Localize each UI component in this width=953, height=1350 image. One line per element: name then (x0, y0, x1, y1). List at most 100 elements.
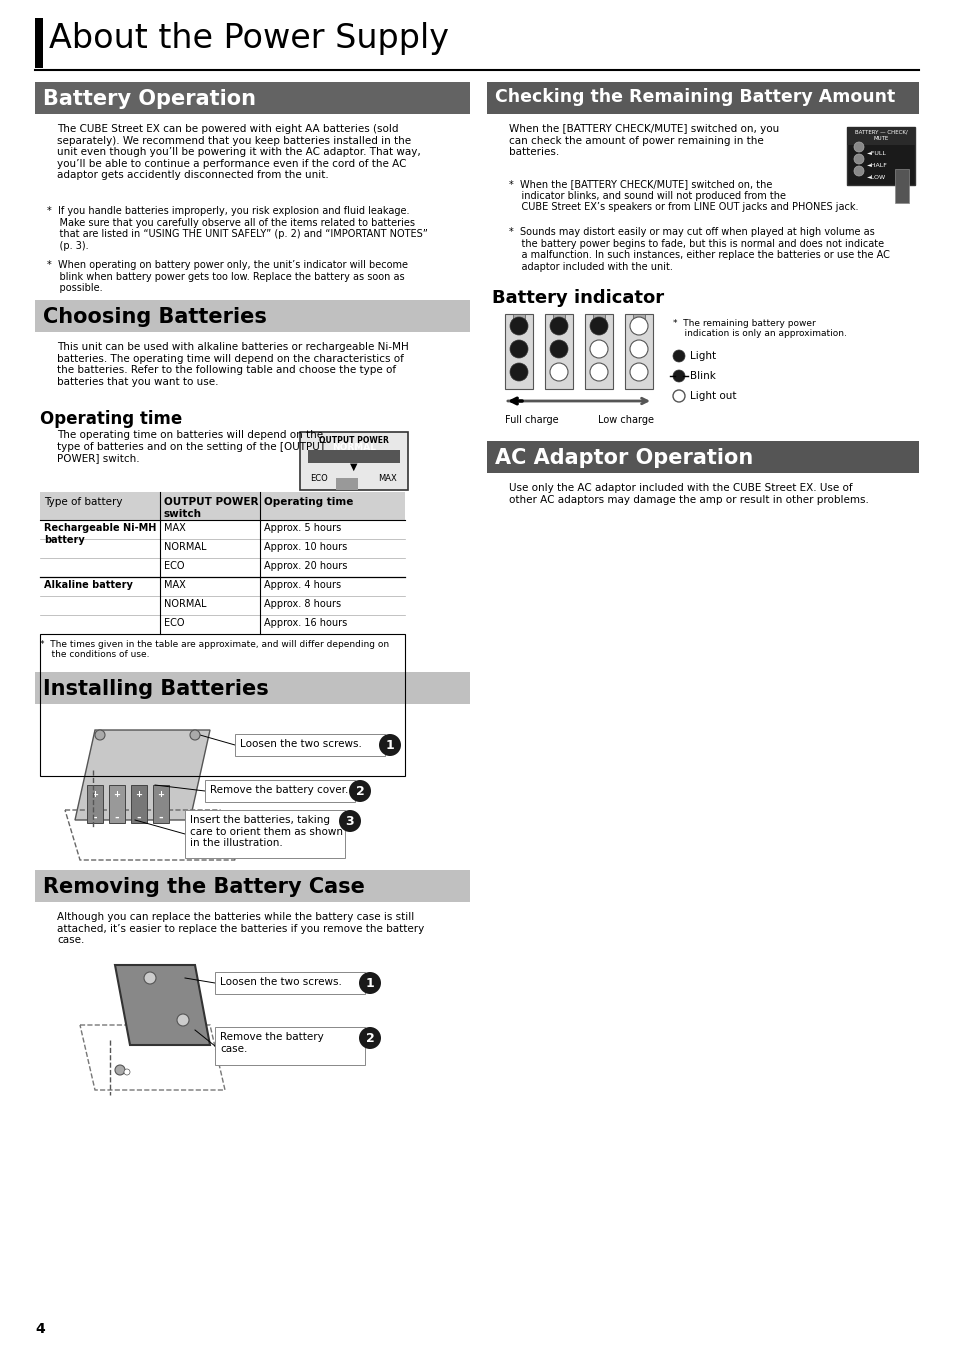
Circle shape (510, 363, 527, 381)
Bar (185, 810, 345, 859)
Bar (35, 672, 470, 703)
Circle shape (550, 317, 567, 335)
Text: ◄FULL: ◄FULL (866, 151, 886, 157)
Circle shape (338, 810, 360, 832)
Text: Alkaline battery: Alkaline battery (44, 580, 132, 590)
Circle shape (550, 340, 567, 358)
Bar (35, 82, 470, 113)
Polygon shape (152, 784, 169, 824)
Text: *  The times given in the table are approximate, and will differ depending on
  : * The times given in the table are appro… (40, 640, 389, 659)
Circle shape (853, 142, 863, 153)
Text: ◄HALF: ◄HALF (866, 163, 887, 167)
Text: Low charge: Low charge (598, 414, 654, 425)
Bar (584, 315, 613, 389)
Circle shape (349, 780, 371, 802)
Text: NORMAL: NORMAL (164, 541, 206, 552)
Circle shape (177, 1014, 189, 1026)
Circle shape (124, 1069, 130, 1075)
Text: 2: 2 (355, 784, 364, 798)
Bar (335, 478, 357, 490)
Circle shape (589, 340, 607, 358)
Circle shape (358, 1027, 380, 1049)
Bar (633, 315, 644, 319)
Text: MAX: MAX (164, 580, 186, 590)
Circle shape (378, 734, 400, 756)
Text: -: - (158, 813, 163, 823)
Circle shape (672, 390, 684, 402)
Text: Blink: Blink (689, 371, 715, 381)
Bar (486, 82, 918, 113)
Text: Loosen the two screws.: Loosen the two screws. (240, 738, 361, 749)
Text: ECO: ECO (164, 562, 184, 571)
Bar (214, 972, 365, 994)
Text: ECO: ECO (164, 618, 184, 628)
Bar (846, 127, 914, 185)
Text: Approx. 8 hours: Approx. 8 hours (264, 599, 341, 609)
Circle shape (589, 317, 607, 335)
Text: 1: 1 (365, 977, 374, 990)
Circle shape (358, 972, 380, 994)
Text: This unit can be used with alkaline batteries or rechargeable Ni-MH
batteries. T: This unit can be used with alkaline batt… (57, 342, 408, 387)
Bar (299, 432, 408, 490)
Text: ◄LOW: ◄LOW (866, 176, 885, 180)
Text: MAX: MAX (164, 522, 186, 533)
Text: OUTPUT POWER
switch: OUTPUT POWER switch (164, 497, 258, 518)
Bar (35, 300, 470, 332)
Text: Checking the Remaining Battery Amount: Checking the Remaining Battery Amount (495, 88, 894, 107)
Polygon shape (87, 784, 103, 824)
Text: Battery indicator: Battery indicator (492, 289, 663, 306)
Circle shape (550, 363, 567, 381)
Text: -: - (136, 813, 141, 823)
Circle shape (589, 363, 607, 381)
Text: Installing Batteries: Installing Batteries (43, 679, 269, 699)
Text: BATTERY — CHECK/: BATTERY — CHECK/ (854, 130, 906, 135)
Text: 1: 1 (385, 738, 394, 752)
Bar (894, 169, 908, 202)
Polygon shape (75, 730, 210, 819)
Text: Remove the battery cover.: Remove the battery cover. (210, 784, 348, 795)
Circle shape (672, 370, 684, 382)
Text: NORMAL: NORMAL (164, 599, 206, 609)
Text: AC Adaptor Operation: AC Adaptor Operation (495, 448, 753, 468)
Bar (593, 315, 604, 319)
Circle shape (853, 166, 863, 176)
Bar (214, 1027, 365, 1065)
Text: Insert the batteries, taking
care to orient them as shown
in the illustration.: Insert the batteries, taking care to ori… (190, 815, 343, 848)
Bar (308, 450, 399, 463)
Text: Type of battery: Type of battery (44, 497, 122, 508)
Text: The operating time on batteries will depend on the
type of batteries and on the : The operating time on batteries will dep… (57, 431, 326, 463)
Text: +: + (157, 790, 164, 799)
Circle shape (629, 363, 647, 381)
Bar (486, 441, 918, 472)
Bar (846, 127, 914, 144)
Circle shape (115, 1065, 125, 1075)
Text: ▼: ▼ (350, 462, 357, 472)
Text: Approx. 4 hours: Approx. 4 hours (264, 580, 341, 590)
Polygon shape (109, 784, 125, 824)
Text: Choosing Batteries: Choosing Batteries (43, 306, 267, 327)
Circle shape (629, 317, 647, 335)
Circle shape (95, 730, 105, 740)
Text: Although you can replace the batteries while the battery case is still
attached,: Although you can replace the batteries w… (57, 913, 424, 945)
Text: About the Power Supply: About the Power Supply (49, 22, 449, 55)
Bar (40, 634, 405, 776)
Text: Use only the AC adaptor included with the CUBE Street EX. Use of
other AC adapto: Use only the AC adaptor included with th… (509, 483, 868, 505)
Text: Removing the Battery Case: Removing the Battery Case (43, 878, 364, 896)
Text: Approx. 5 hours: Approx. 5 hours (264, 522, 341, 533)
Bar (40, 491, 405, 520)
Circle shape (510, 317, 527, 335)
Bar (205, 780, 355, 802)
Polygon shape (131, 784, 147, 824)
Bar (624, 315, 652, 389)
Bar (553, 315, 564, 319)
Circle shape (510, 340, 527, 358)
Circle shape (853, 154, 863, 163)
Text: NORMAL: NORMAL (332, 443, 375, 452)
Text: Light: Light (689, 351, 716, 360)
Text: Operating time: Operating time (264, 497, 353, 508)
Text: Light out: Light out (689, 392, 736, 401)
Text: -: - (92, 813, 97, 823)
Text: Operating time: Operating time (40, 410, 182, 428)
Text: ECO: ECO (310, 474, 328, 483)
Bar (544, 315, 573, 389)
